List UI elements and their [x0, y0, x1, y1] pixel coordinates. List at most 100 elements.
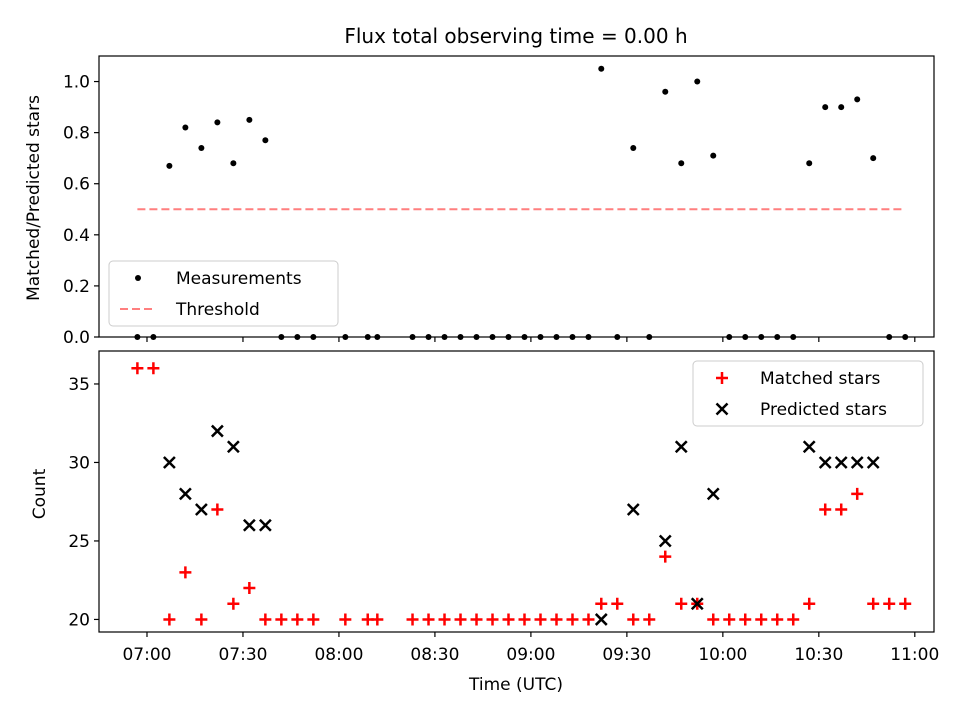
measurement-point: [505, 334, 512, 340]
chart-title: Flux total observing time = 0.00 h: [344, 24, 687, 48]
x-axis-label: Time (UTC): [468, 675, 563, 695]
predicted-star-point: [258, 518, 272, 532]
bottom-y-tick-label: 35: [68, 375, 90, 395]
predicted-star-point: [210, 424, 224, 438]
predicted-star-point: [818, 456, 832, 469]
legend-measurements-marker: [135, 275, 141, 281]
matched-star-point: [595, 597, 608, 610]
top-legend-box: [108, 260, 339, 327]
measurement-point: [409, 334, 416, 340]
matched-star-point: [195, 613, 208, 626]
predicted-star-point: [802, 440, 816, 454]
matched-star-point: [147, 362, 160, 375]
x-tick-label: 08:30: [410, 645, 459, 665]
measurement-point: [646, 334, 653, 340]
bottom-y-tick-label: 25: [68, 532, 90, 552]
matched-star-point: [835, 503, 848, 516]
matched-star-point: [275, 613, 288, 626]
measurement-point: [214, 119, 221, 126]
legend-entry-label: Predicted stars: [760, 400, 887, 420]
matched-star-point: [771, 613, 784, 626]
measurement-point: [457, 334, 464, 340]
top-y-tick-label: 0.8: [63, 124, 90, 144]
predicted-star-point: [834, 456, 848, 469]
matched-star-point: [534, 613, 547, 626]
predicted-star-point: [162, 456, 176, 469]
legend-matched-marker: [716, 372, 728, 384]
measurement-point: [710, 152, 717, 159]
matched-star-point: [371, 613, 384, 626]
measurement-point: [294, 334, 301, 340]
measurement-point: [662, 88, 669, 95]
measurement-point: [246, 116, 253, 123]
matched-star-point: [227, 597, 240, 610]
matched-star-point: [566, 613, 579, 626]
measurement-point: [364, 334, 371, 340]
x-tick-label: 09:00: [506, 645, 555, 665]
measurement-point: [838, 104, 845, 111]
legend-entry-label: Matched stars: [760, 369, 880, 389]
predicted-star-point: [194, 503, 208, 516]
measurement-point: [886, 334, 893, 340]
measurement-point: [726, 334, 733, 340]
legend-entry-label: Threshold: [175, 300, 260, 320]
matched-star-point: [131, 362, 144, 375]
bottom-axes-frame: [98, 350, 935, 633]
matched-star-point: [627, 613, 640, 626]
top-y-tick-label: 0.0: [63, 328, 90, 348]
measurement-point: [134, 334, 141, 340]
measurement-point: [198, 144, 205, 151]
measurement-point: [473, 334, 480, 340]
measurement-point: [758, 334, 765, 340]
top-y-tick-label: 0.2: [63, 277, 90, 297]
matched-star-point: [899, 597, 912, 610]
matched-star-point: [179, 566, 192, 579]
predicted-star-point: [690, 597, 704, 611]
matched-star-point: [739, 613, 752, 626]
matched-star-point: [307, 613, 320, 626]
predicted-star-point: [594, 613, 608, 626]
x-tick-label: 11:00: [890, 645, 939, 665]
measurement-point: [166, 162, 173, 169]
measurement-point: [806, 160, 813, 167]
measurement-point: [489, 334, 496, 340]
measurement-point: [374, 334, 381, 340]
predicted-star-point: [178, 487, 192, 501]
matched-star-point: [470, 613, 483, 626]
matched-star-point: [787, 613, 800, 626]
matched-star-point: [659, 550, 672, 563]
x-tick-label: 10:00: [698, 645, 747, 665]
measurement-point: [678, 160, 685, 167]
matched-star-point: [867, 597, 880, 610]
top-y-tick-label: 0.6: [63, 175, 90, 195]
predicted-star-point: [658, 534, 672, 548]
bottom-y-axis-label: Count: [30, 468, 50, 519]
matched-star-point: [803, 597, 816, 610]
predicted-star-point: [706, 487, 720, 501]
x-tick-label: 07:30: [218, 645, 267, 665]
matched-star-point: [883, 597, 896, 610]
measurement-point: [614, 334, 621, 340]
predicted-star-point: [674, 440, 688, 454]
matched-star-point: [582, 613, 595, 626]
matched-star-point: [723, 613, 736, 626]
matched-star-point: [438, 613, 451, 626]
predicted-star-point: [866, 456, 880, 469]
measurement-point: [278, 334, 285, 340]
x-tick-label: 10:30: [794, 645, 843, 665]
measurement-point: [630, 144, 637, 151]
measurement-point: [521, 334, 528, 340]
x-tick-label: 08:00: [314, 645, 363, 665]
measurement-point: [902, 334, 909, 340]
measurement-point: [598, 65, 605, 72]
matched-star-point: [755, 613, 768, 626]
measurement-point: [870, 155, 877, 162]
legend-predicted-marker: [715, 402, 729, 416]
measurement-point: [553, 334, 560, 340]
measurement-point: [262, 137, 269, 144]
measurement-point: [742, 334, 749, 340]
matched-star-point: [339, 613, 352, 626]
top-y-axis-label: Matched/Predicted stars: [24, 95, 44, 301]
matched-star-point: [502, 613, 515, 626]
